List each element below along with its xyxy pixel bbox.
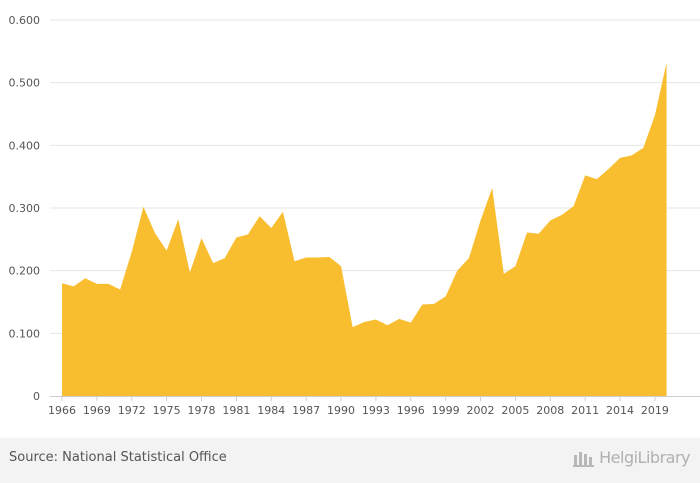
x-axis-ticks: 1966 1969 1972 1975 1978 1981 1984 1987 1990 1993… xyxy=(48,396,669,417)
x-tick-label: 1987 xyxy=(292,404,320,417)
y-tick-label: 0.400 xyxy=(9,139,41,152)
x-tick-label: 2002 xyxy=(467,404,495,417)
x-tick-label: 1978 xyxy=(188,404,216,417)
y-tick-label: 0.500 xyxy=(9,77,41,90)
x-tick-label: 1990 xyxy=(327,404,355,417)
y-tick-label: 0.600 xyxy=(9,14,41,27)
y-tick-label: 0.300 xyxy=(9,202,41,215)
y-tick-label: 0 xyxy=(33,390,40,403)
x-tick-label: 1975 xyxy=(153,404,181,417)
x-tick-label: 1984 xyxy=(257,404,285,417)
y-tick-label: 0.100 xyxy=(9,327,41,340)
area-chart: 0 0.100 0.200 0.300 0.400 0.500 0.600 1966 1969… xyxy=(9,14,700,417)
x-tick-label: 2011 xyxy=(571,404,599,417)
y-axis-ticks: 0 0.100 0.200 0.300 0.400 0.500 0.600 xyxy=(9,14,41,403)
x-tick-label: 1996 xyxy=(397,404,425,417)
logo-text: HelgiLibrary xyxy=(599,448,690,467)
x-tick-label: 2008 xyxy=(536,404,564,417)
y-tick-label: 0.200 xyxy=(9,265,41,278)
footer: Source: National Statistical Office Helg… xyxy=(0,438,700,483)
helgi-library-logo[interactable]: HelgiLibrary xyxy=(573,448,690,467)
x-tick-label: 2019 xyxy=(641,404,669,417)
source-note: Source: National Statistical Office xyxy=(9,450,227,465)
x-tick-label: 1999 xyxy=(432,404,460,417)
series-area xyxy=(62,62,667,397)
x-tick-label: 1993 xyxy=(362,404,390,417)
x-tick-label: 2005 xyxy=(501,404,529,417)
library-icon xyxy=(573,451,595,467)
x-tick-label: 1969 xyxy=(83,404,111,417)
x-tick-label: 1966 xyxy=(48,404,76,417)
x-tick-label: 2014 xyxy=(606,404,634,417)
x-tick-label: 1972 xyxy=(118,404,146,417)
x-tick-label: 1981 xyxy=(222,404,250,417)
